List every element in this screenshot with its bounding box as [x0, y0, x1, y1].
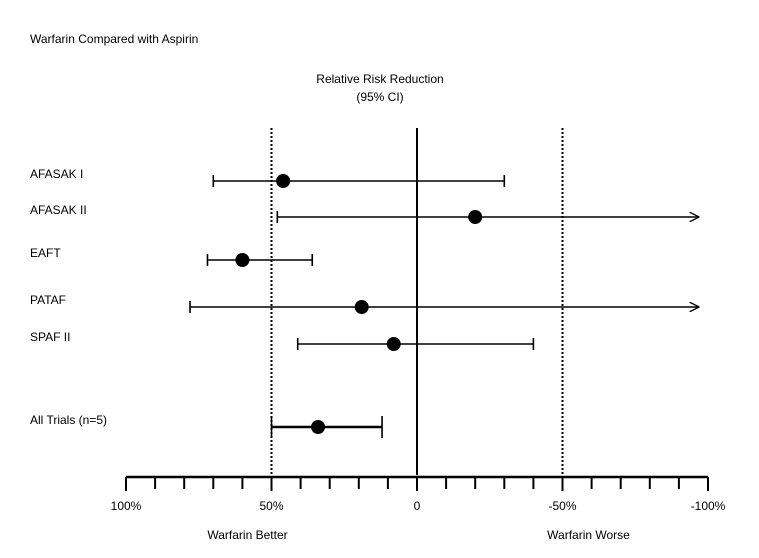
study-label: SPAF II [30, 330, 70, 344]
point-estimate [311, 420, 326, 434]
study-label: AFASAK II [30, 203, 87, 217]
study-label: AFASAK I [30, 167, 83, 181]
point-estimate [468, 210, 483, 224]
x-tick-label: -50% [548, 499, 576, 513]
annotation: Warfarin Worse [547, 528, 630, 542]
point-estimate [276, 174, 291, 188]
x-tick-label: 0 [414, 499, 421, 513]
subtitle: Relative Risk Reduction [316, 72, 443, 86]
x-tick-label: -100% [691, 499, 726, 513]
study-label: EAFT [30, 246, 61, 260]
point-estimate [386, 337, 401, 351]
chart-title: Warfarin Compared with Aspirin [30, 32, 198, 46]
x-tick-label: 50% [259, 499, 283, 513]
study-label: PATAF [30, 293, 66, 307]
point-estimate [235, 253, 250, 267]
subtitle: (95% CI) [356, 90, 403, 104]
x-tick-label: 100% [111, 499, 142, 513]
study-label: All Trials (n=5) [30, 413, 107, 427]
annotation: Warfarin Better [207, 528, 287, 542]
point-estimate [354, 300, 369, 314]
